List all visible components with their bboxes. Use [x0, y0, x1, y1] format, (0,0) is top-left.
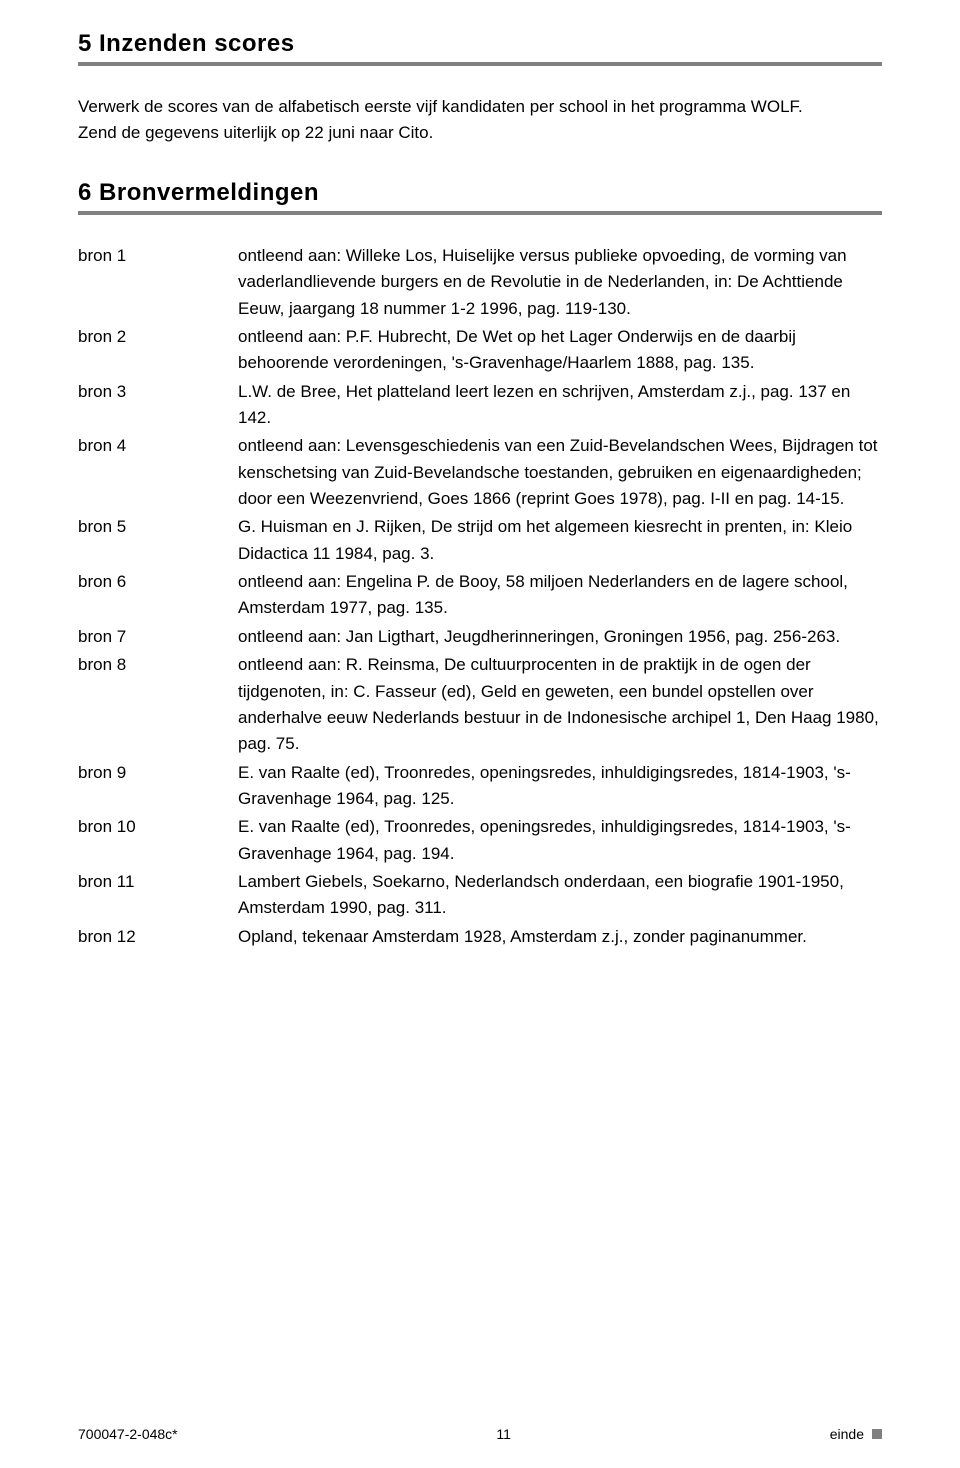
section5-heading: 5 Inzenden scores	[78, 30, 882, 58]
bron-text: Lambert Giebels, Soekarno, Nederlandsch …	[238, 869, 882, 922]
bron-label: bron 12	[78, 924, 238, 950]
bron-label: bron 6	[78, 569, 238, 622]
section5-para2: Zend de gegevens uiterlijk op 22 juni na…	[78, 120, 882, 146]
section5-rule	[78, 62, 882, 66]
bron-row: bron 3 L.W. de Bree, Het platteland leer…	[78, 379, 882, 432]
bron-row: bron 9 E. van Raalte (ed), Troonredes, o…	[78, 760, 882, 813]
bron-row: bron 6 ontleend aan: Engelina P. de Booy…	[78, 569, 882, 622]
footer-right: einde	[830, 1426, 882, 1442]
bron-text: L.W. de Bree, Het platteland leert lezen…	[238, 379, 882, 432]
footer: 700047-2-048c* 11 einde	[78, 1426, 882, 1442]
footer-page-number: 11	[496, 1426, 511, 1442]
bron-label: bron 9	[78, 760, 238, 813]
bron-text: Opland, tekenaar Amsterdam 1928, Amsterd…	[238, 924, 882, 950]
section5-para1: Verwerk de scores van de alfabetisch eer…	[78, 94, 882, 120]
bron-row: bron 7 ontleend aan: Jan Ligthart, Jeugd…	[78, 624, 882, 650]
bron-list: bron 1 ontleend aan: Willeke Los, Huisel…	[78, 243, 882, 950]
bron-row: bron 5 G. Huisman en J. Rijken, De strij…	[78, 514, 882, 567]
bron-label: bron 1	[78, 243, 238, 322]
bron-label: bron 11	[78, 869, 238, 922]
bron-label: bron 10	[78, 814, 238, 867]
bron-row: bron 1 ontleend aan: Willeke Los, Huisel…	[78, 243, 882, 322]
footer-code: 700047-2-048c*	[78, 1426, 178, 1442]
bron-row: bron 8 ontleend aan: R. Reinsma, De cult…	[78, 652, 882, 757]
bron-row: bron 11 Lambert Giebels, Soekarno, Neder…	[78, 869, 882, 922]
section6-rule	[78, 211, 882, 215]
bron-row: bron 10 E. van Raalte (ed), Troonredes, …	[78, 814, 882, 867]
bron-row: bron 2 ontleend aan: P.F. Hubrecht, De W…	[78, 324, 882, 377]
bron-row: bron 4 ontleend aan: Levensgeschiedenis …	[78, 433, 882, 512]
bron-text: G. Huisman en J. Rijken, De strijd om he…	[238, 514, 882, 567]
end-square-icon	[872, 1429, 882, 1439]
bron-text: ontleend aan: Levensgeschiedenis van een…	[238, 433, 882, 512]
bron-text: E. van Raalte (ed), Troonredes, openings…	[238, 814, 882, 867]
bron-label: bron 7	[78, 624, 238, 650]
bron-text: ontleend aan: Jan Ligthart, Jeugdherinne…	[238, 624, 882, 650]
bron-label: bron 2	[78, 324, 238, 377]
bron-text: ontleend aan: R. Reinsma, De cultuurproc…	[238, 652, 882, 757]
bron-text: E. van Raalte (ed), Troonredes, openings…	[238, 760, 882, 813]
bron-label: bron 3	[78, 379, 238, 432]
bron-row: bron 12 Opland, tekenaar Amsterdam 1928,…	[78, 924, 882, 950]
page: 5 Inzenden scores Verwerk de scores van …	[0, 0, 960, 1468]
bron-label: bron 5	[78, 514, 238, 567]
bron-text: ontleend aan: Engelina P. de Booy, 58 mi…	[238, 569, 882, 622]
section6-heading: 6 Bronvermeldingen	[78, 179, 882, 207]
footer-end-label: einde	[830, 1426, 864, 1442]
section5-intro: Verwerk de scores van de alfabetisch eer…	[78, 94, 882, 145]
bron-text: ontleend aan: P.F. Hubrecht, De Wet op h…	[238, 324, 882, 377]
bron-label: bron 4	[78, 433, 238, 512]
bron-label: bron 8	[78, 652, 238, 757]
bron-text: ontleend aan: Willeke Los, Huiselijke ve…	[238, 243, 882, 322]
